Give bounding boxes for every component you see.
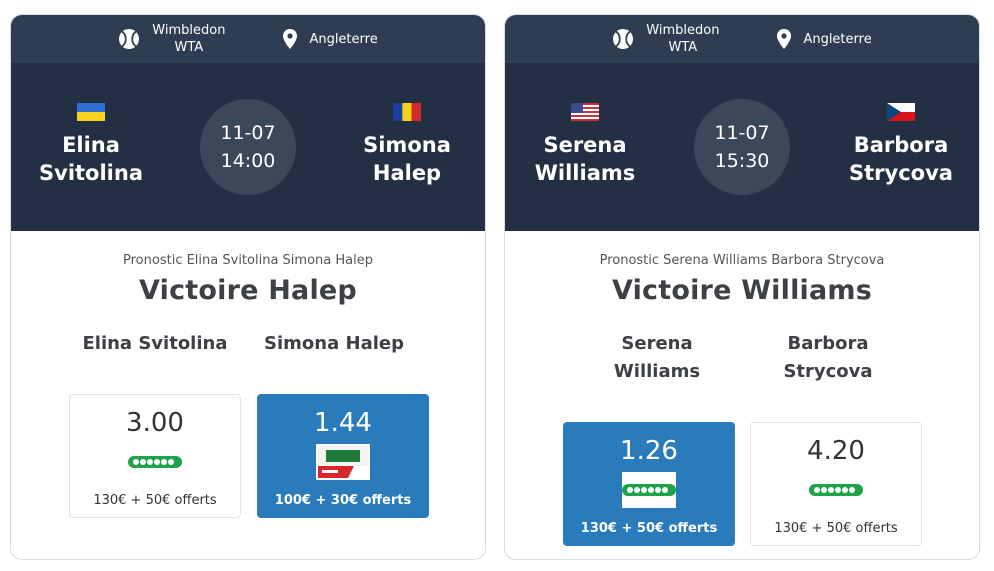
location-pin-icon <box>777 29 792 49</box>
country-label: Angleterre <box>309 31 378 47</box>
competition-tour: WTA <box>174 40 204 55</box>
player-away: Simona Halep <box>327 63 485 187</box>
bonus-offer: 130€ + 50€ offerts <box>774 521 898 536</box>
competition-name: Wimbledon <box>646 23 720 38</box>
player-away-first-name: Simona <box>363 133 451 157</box>
player-away-last-name: Strycova <box>849 161 953 185</box>
match-time: 15:30 <box>714 150 770 172</box>
odds-player-names: Elina Svitolina Simona Halep <box>11 330 485 410</box>
odds-button[interactable]: 4.20 130€ + 50€ offerts <box>750 422 922 546</box>
odds-player-name: Barbora Strycova <box>783 333 873 382</box>
odds-button-selected[interactable]: 1.44 100€ + 30€ offerts <box>257 394 429 518</box>
match-header: Serena Williams 11-07 15:30 Barbora Stry… <box>505 63 979 231</box>
pronostic-label: Pronostic Elina Svitolina Simona Halep <box>123 253 373 268</box>
romania-flag-icon <box>393 103 421 121</box>
unibet-logo-icon <box>128 456 182 468</box>
prediction-section: Pronostic Elina Svitolina Simona Halep V… <box>11 253 485 518</box>
match-card[interactable]: Wimbledon WTA Angleterre Elina Svitolina <box>10 14 486 560</box>
bonus-offer: 130€ + 50€ offerts <box>93 493 217 508</box>
match-header: Elina Svitolina 11-07 14:00 Simona Halep <box>11 63 485 231</box>
odds-value: 1.44 <box>314 408 372 438</box>
competition-name: Wimbledon <box>152 23 226 38</box>
ukraine-flag-icon <box>77 103 105 121</box>
match-date: 11-07 <box>220 122 276 144</box>
player-away-last-name: Halep <box>372 161 442 185</box>
tennis-ball-icon <box>613 29 634 49</box>
odds-player-name: Simona Halep <box>264 333 404 354</box>
prediction-verdict: Victoire Halep <box>139 275 357 306</box>
unibet-logo-icon <box>809 484 863 496</box>
unibet-logo-badge <box>622 472 676 508</box>
czech-flag-icon <box>887 103 915 121</box>
pmu-sport-logo-icon <box>316 444 370 480</box>
player-home-last-name: Williams <box>534 161 636 185</box>
competition-tour: WTA <box>668 40 698 55</box>
pronostic-label: Pronostic Serena Williams Barbora Stryco… <box>599 253 885 268</box>
odds-value: 4.20 <box>807 436 865 466</box>
location-pin-icon <box>283 29 298 49</box>
odds-player-names: Serena Williams Barbora Strycova <box>505 330 979 410</box>
match-info-bar: Wimbledon WTA Angleterre <box>505 15 979 63</box>
odds-player-name: Serena Williams <box>613 333 701 382</box>
player-home: Elina Svitolina <box>11 63 171 187</box>
bonus-offer: 130€ + 50€ offerts <box>580 521 718 536</box>
prediction-section: Pronostic Serena Williams Barbora Stryco… <box>505 253 979 546</box>
tennis-ball-icon <box>119 29 140 49</box>
location: Angleterre <box>283 29 378 49</box>
match-card[interactable]: Wimbledon WTA Angleterre Ser <box>504 14 980 560</box>
player-home-first-name: Serena <box>543 133 627 157</box>
location: Angleterre <box>777 29 872 49</box>
odds-button-selected[interactable]: 1.26 130€ + 50€ offerts <box>563 422 735 546</box>
odds-value: 1.26 <box>620 436 678 466</box>
prediction-verdict: Victoire Williams <box>611 275 873 306</box>
match-info-bar: Wimbledon WTA Angleterre <box>11 15 485 63</box>
match-time: 14:00 <box>220 150 276 172</box>
player-home-first-name: Elina <box>62 133 120 157</box>
player-away: Barbora Strycova <box>821 63 979 187</box>
competition: Wimbledon WTA <box>118 22 225 56</box>
match-time-circle: 11-07 14:00 <box>200 99 296 195</box>
match-time-circle: 11-07 15:30 <box>694 99 790 195</box>
odds-value: 3.00 <box>126 408 184 438</box>
odds-player-name: Elina Svitolina <box>82 333 228 354</box>
player-away-first-name: Barbora <box>853 133 949 157</box>
competition: Wimbledon WTA <box>612 22 719 56</box>
player-home: Serena Williams <box>505 63 665 187</box>
country-label: Angleterre <box>803 31 872 47</box>
usa-flag-icon <box>571 103 599 121</box>
odds-button[interactable]: 3.00 130€ + 50€ offerts <box>69 394 241 518</box>
bonus-offer: 100€ + 30€ offerts <box>274 493 412 508</box>
player-home-last-name: Svitolina <box>39 161 143 185</box>
match-date: 11-07 <box>714 122 770 144</box>
unibet-logo-icon <box>622 484 676 496</box>
